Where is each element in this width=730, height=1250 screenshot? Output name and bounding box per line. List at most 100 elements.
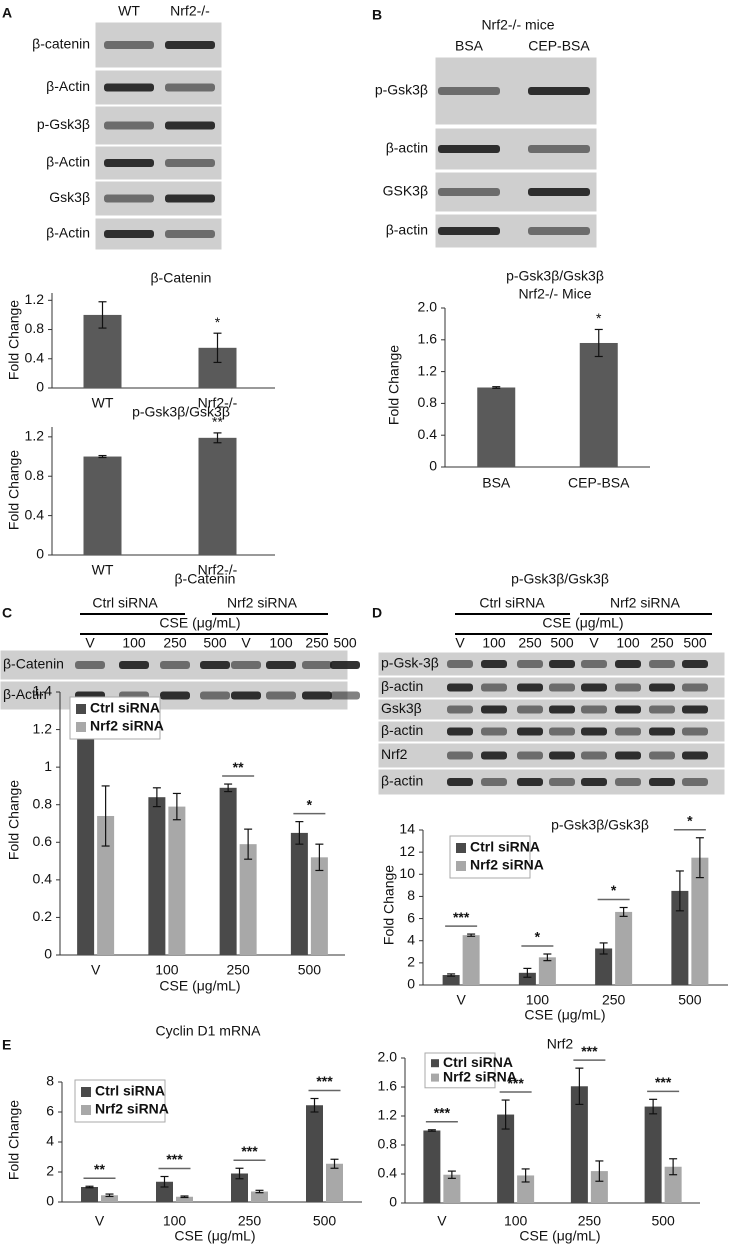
blot-band [682,751,708,760]
legend-label: Ctrl siRNA [95,1083,165,1099]
bar [595,948,613,985]
y-axis-label: Fold Change [381,865,397,945]
lane-label: 250 [305,635,329,651]
y-tick-label: 0 [429,458,437,474]
chart-title: p-Gsk3β/Gsk3β [506,268,604,284]
x-axis-label: CSE (μg/mL) [159,978,240,994]
significance: *** [655,1074,672,1090]
blot-band [165,194,215,203]
blot-header: WT [118,3,140,19]
lane-label: 500 [683,635,707,651]
bar [219,787,237,955]
blot-row-label: p-Gsk-3β [381,655,439,671]
y-tick-label: 1.6 [378,1078,398,1094]
y-tick-label: 0.8 [33,795,53,811]
y-tick-label: 1.2 [25,428,45,444]
x-tick-label: 100 [526,992,550,1008]
x-tick-label: CEP-BSA [568,475,630,491]
legend-swatch [431,1073,439,1082]
significance: * [687,812,693,828]
lane-label: 500 [550,635,574,651]
legend-swatch [76,704,86,714]
y-tick-label: 0.4 [33,871,53,887]
blot-row-label: β-actin [386,140,428,156]
bar [644,1106,662,1203]
bar [168,806,186,955]
x-tick-label: WT [92,395,114,411]
blot-band [266,691,296,700]
blot-band [649,751,675,760]
x-axis-label: CSE (μg/mL) [524,1007,605,1023]
significance: *** [434,1104,451,1120]
chart-title: Cyclin D1 mRNA [155,1023,261,1039]
blot-band [231,661,261,669]
bar [518,972,536,985]
blot-row-label: β-Actin [46,154,90,170]
x-tick-label: 500 [313,1213,337,1229]
panel-letter: E [2,1037,11,1053]
bar [310,857,328,955]
y-tick-label: 0.4 [378,1165,398,1181]
blot-band [615,705,641,714]
blot-row-label: β-Actin [46,78,90,94]
blot-row-label: p-Gsk3β [375,82,428,98]
y-tick-label: 0.4 [418,426,438,442]
lane-label: V [589,635,599,651]
lane-label: V [85,635,95,651]
y-tick-label: 0 [407,976,415,992]
blot-band [528,145,590,153]
blot-band [481,705,507,714]
blot-treatment: CSE (μg/mL) [542,615,623,631]
blot-band [517,705,543,714]
bar [671,890,689,985]
x-axis-label: CSE (μg/mL) [519,1228,600,1244]
blot-treatment: CSE (μg/mL) [159,615,240,631]
blot-band [165,230,215,238]
y-tick-label: 8 [46,1073,54,1089]
blot-row-label: β-actin [386,222,428,238]
blot-band [200,691,230,700]
y-axis-label: Fold Change [6,300,22,380]
y-tick-label: 6 [46,1103,54,1119]
y-tick-label: 0.2 [33,908,53,924]
legend-label: Ctrl siRNA [90,700,160,716]
legend-swatch [456,843,466,853]
blot-band [528,188,590,196]
blot-row-label: β-actin [381,722,423,738]
y-tick-label: 0.4 [25,506,45,522]
blot-band [438,227,500,235]
blot-band [160,691,190,700]
y-tick-label: 2.0 [418,299,438,315]
blot-band [649,683,675,692]
blot-group: Ctrl siRNA [479,595,545,611]
y-axis-label: Fold Change [6,450,22,530]
panel-letter: D [372,605,382,621]
y-tick-label: 10 [399,865,415,881]
blot-band [481,778,507,786]
blot-band [581,751,607,760]
y-tick-label: 1.6 [418,331,438,347]
blot-band [438,145,500,153]
lane-label: 100 [122,635,146,651]
blot-band [615,727,641,736]
panel-title: p-Gsk3β/Gsk3β [511,571,609,587]
blot-row-label: β-Actin [3,686,47,702]
legend-label: Ctrl siRNA [470,839,540,855]
blot-row-label: β-actin [381,678,423,694]
panel-letter: C [2,605,12,621]
bar [101,1195,118,1202]
blot-band [682,778,708,786]
blot-band [581,683,607,692]
legend-swatch [81,1087,91,1097]
blot-row-label: Gsk3β [381,700,422,716]
bar [423,1130,441,1203]
y-tick-label: 0 [389,1194,397,1210]
y-tick-label: 8 [407,887,415,903]
bar [443,1174,461,1203]
blot-band [581,660,607,668]
blot-band [104,159,154,167]
blot-band [447,660,473,668]
y-tick-label: 0.4 [25,349,45,365]
y-tick-label: 1.2 [418,362,438,378]
blot-band [165,121,215,130]
